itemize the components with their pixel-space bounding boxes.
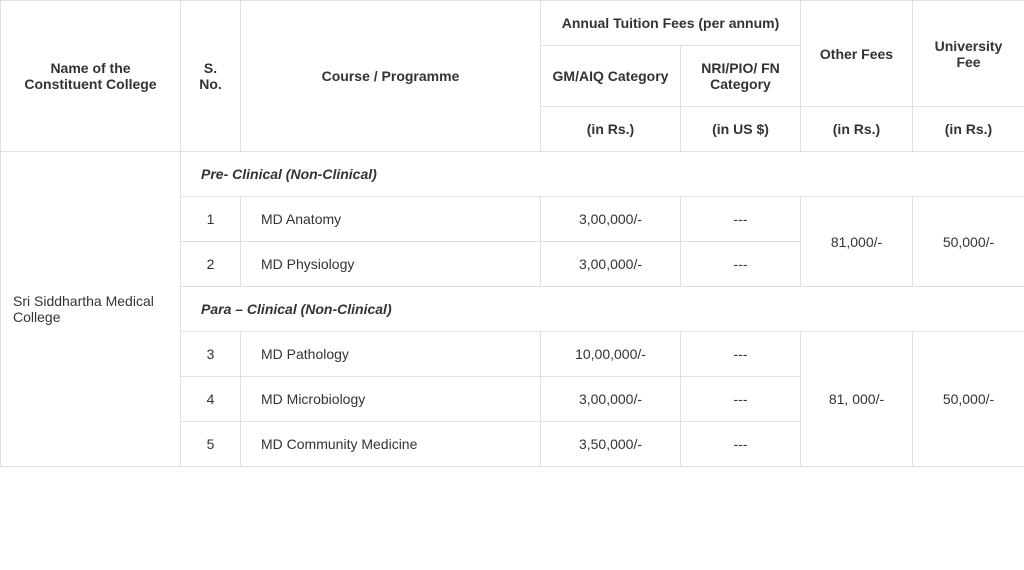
header-univ-unit: (in Rs.) [913,107,1024,152]
row-other-fee: 81,000/- [801,197,913,287]
row-gm-fee: 10,00,000/- [541,332,681,377]
header-gm-unit: (in Rs.) [541,107,681,152]
row-course: MD Anatomy [241,197,541,242]
row-sno: 1 [181,197,241,242]
row-nri-fee: --- [681,242,801,287]
row-nri-fee: --- [681,377,801,422]
row-nri-fee: --- [681,422,801,467]
row-univ-fee: 50,000/- [913,332,1024,467]
row-sno: 4 [181,377,241,422]
row-course: MD Community Medicine [241,422,541,467]
college-name-cell: Sri Siddhartha Medical College [1,152,181,467]
header-college: Name of the Constituent College [1,1,181,152]
row-gm-fee: 3,00,000/- [541,242,681,287]
header-nri-category: NRI/PIO/ FN Category [681,46,801,107]
row-nri-fee: --- [681,332,801,377]
row-nri-fee: --- [681,197,801,242]
header-gm-category: GM/AIQ Category [541,46,681,107]
header-univ-fee: University Fee [913,1,1024,107]
header-course: Course / Programme [241,1,541,152]
row-course: MD Physiology [241,242,541,287]
header-other-unit: (in Rs.) [801,107,913,152]
header-nri-unit: (in US $) [681,107,801,152]
section-title-paraclinical: Para – Clinical (Non-Clinical) [181,287,1024,332]
row-gm-fee: 3,00,000/- [541,377,681,422]
row-sno: 3 [181,332,241,377]
header-other-fees: Other Fees [801,1,913,107]
row-gm-fee: 3,00,000/- [541,197,681,242]
row-sno: 5 [181,422,241,467]
fee-table: Name of the Constituent College S. No. C… [0,0,1024,467]
section-title-preclinical: Pre- Clinical (Non-Clinical) [181,152,1024,197]
row-course: MD Pathology [241,332,541,377]
header-annual-fees: Annual Tuition Fees (per annum) [541,1,801,46]
row-univ-fee: 50,000/- [913,197,1024,287]
row-sno: 2 [181,242,241,287]
row-course: MD Microbiology [241,377,541,422]
header-sno: S. No. [181,1,241,152]
row-other-fee: 81, 000/- [801,332,913,467]
row-gm-fee: 3,50,000/- [541,422,681,467]
